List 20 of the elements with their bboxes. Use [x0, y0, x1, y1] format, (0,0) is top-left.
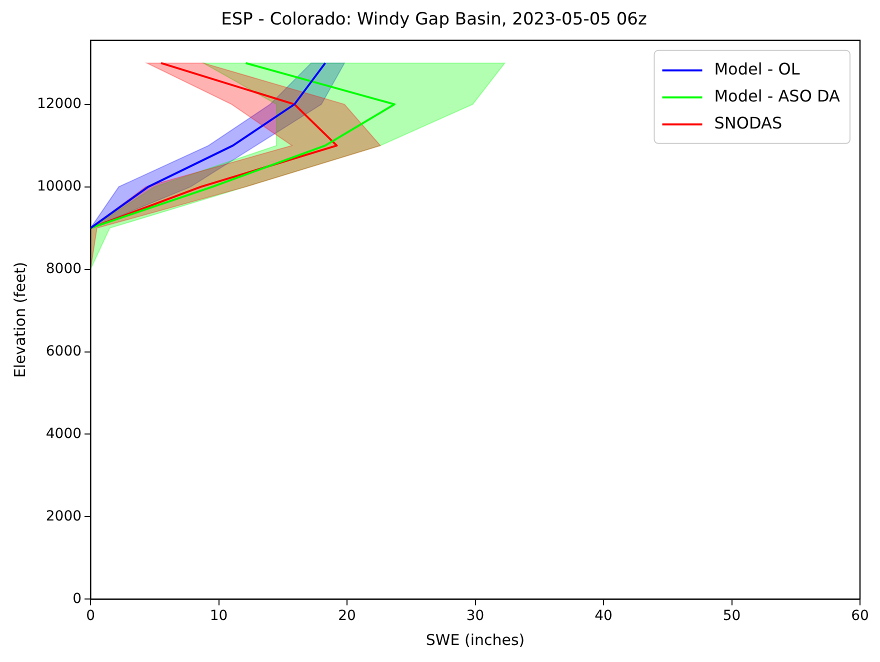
- y-tick-label: 6000: [46, 343, 82, 360]
- x-tick-label: 40: [594, 608, 612, 624]
- y-tick-label: 8000: [46, 260, 82, 277]
- y-tick-label: 2000: [46, 508, 82, 524]
- x-tick-label: 50: [722, 608, 741, 624]
- x-axis-title: SWE (inches): [426, 630, 525, 649]
- y-tick-label: 12000: [36, 96, 82, 112]
- legend-label: Model - OL: [714, 60, 800, 79]
- x-tick-label: 10: [210, 608, 228, 624]
- y-tick-label: 4000: [46, 426, 82, 442]
- x-tick-label: 60: [851, 608, 869, 624]
- x-tick-label: 20: [338, 608, 356, 624]
- x-tick-label: 0: [86, 608, 95, 624]
- x-tick-label: 30: [466, 608, 484, 624]
- y-tick-label: 0: [72, 590, 82, 607]
- legend-label: Model - ASO DA: [714, 86, 840, 106]
- legend-label: SNODAS: [714, 114, 782, 133]
- chart-title: ESP - Colorado: Windy Gap Basin, 2023-05-05 06z: [221, 10, 647, 30]
- y-tick-label: 10000: [36, 178, 82, 194]
- y-axis-title: Elevation (feet): [10, 262, 29, 378]
